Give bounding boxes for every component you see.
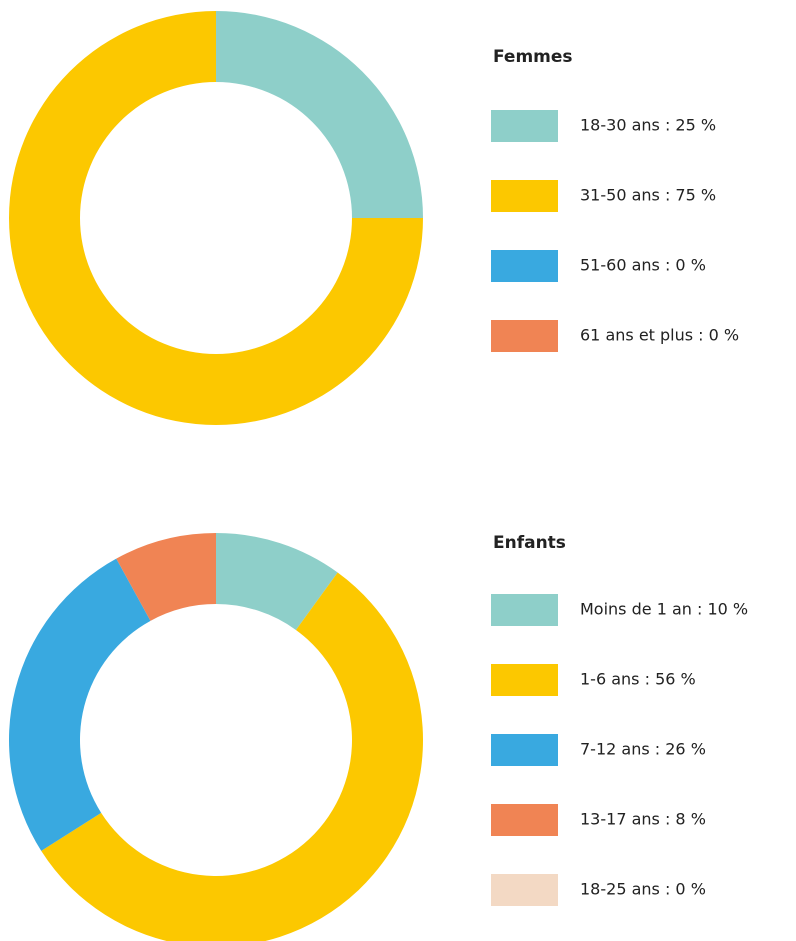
legend-swatch — [491, 250, 558, 282]
legend-label: 18-25 ans : 0 % — [580, 880, 706, 899]
donut-segment — [41, 572, 423, 941]
legend-label: 51-60 ans : 0 % — [580, 256, 706, 275]
legend-swatch — [491, 594, 558, 626]
legend-swatch — [491, 320, 558, 352]
legend-label: 13-17 ans : 8 % — [580, 810, 706, 829]
donut-segment — [216, 11, 423, 218]
legend-label: 18-30 ans : 25 % — [580, 116, 716, 135]
legend-swatch — [491, 804, 558, 836]
legend-label: 31-50 ans : 75 % — [580, 186, 716, 205]
legend-label: 1-6 ans : 56 % — [580, 670, 696, 689]
legend-label: 7-12 ans : 26 % — [580, 740, 706, 759]
legend-title: Enfants — [493, 533, 566, 553]
legend-swatch — [491, 874, 558, 906]
donut-segment — [216, 533, 338, 630]
legend-label: Moins de 1 an : 10 % — [580, 600, 748, 619]
legend-label: 61 ans et plus : 0 % — [580, 326, 739, 345]
legend-swatch — [491, 664, 558, 696]
legend-swatch — [491, 180, 558, 212]
donut-segment — [116, 533, 216, 621]
donut-segment — [8, 558, 151, 851]
legend-title: Femmes — [493, 47, 573, 67]
legend-swatch — [491, 110, 558, 142]
legend-swatch — [491, 734, 558, 766]
donut-segment — [9, 11, 423, 425]
